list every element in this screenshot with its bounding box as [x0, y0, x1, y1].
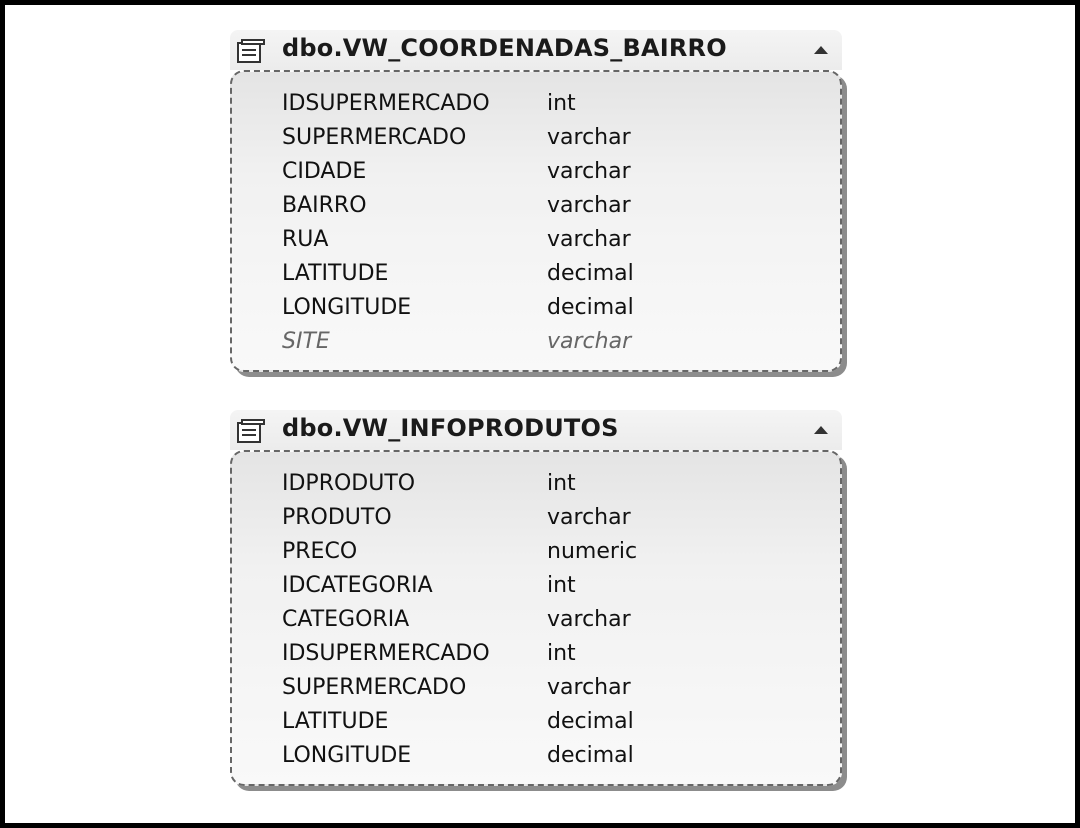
column-type: varchar — [547, 606, 631, 632]
column-name: SUPERMERCADO — [282, 674, 467, 700]
column-name: LONGITUDE — [282, 294, 412, 320]
column-type: varchar — [547, 328, 632, 354]
column-type: int — [547, 90, 576, 116]
column-name: CIDADE — [282, 158, 367, 184]
column-name: PRECO — [282, 538, 358, 564]
column-row[interactable]: CATEGORIA varchar — [232, 602, 840, 636]
column-type: varchar — [547, 158, 631, 184]
column-type: int — [547, 470, 576, 496]
column-row[interactable]: PRODUTO varchar — [232, 500, 840, 534]
view-card-coordenadas-bairro[interactable]: dbo.VW_COORDENADAS_BAIRRO IDSUPERMERCADO… — [230, 30, 842, 372]
column-list: IDPRODUTO int PRODUTO varchar PRECO numeric… — [230, 450, 842, 786]
column-row[interactable]: IDCATEGORIA int — [232, 568, 840, 602]
column-row[interactable]: BAIRRO varchar — [232, 188, 840, 222]
column-type: decimal — [547, 260, 634, 286]
column-row[interactable]: SUPERMERCADO varchar — [232, 670, 840, 704]
column-row-nullable[interactable]: SITE varchar — [232, 324, 840, 358]
column-name: RUA — [282, 226, 329, 252]
column-name: SUPERMERCADO — [282, 124, 467, 150]
column-row[interactable]: LONGITUDE decimal — [232, 738, 840, 772]
collapse-arrow-icon[interactable] — [814, 426, 828, 434]
view-title: dbo.VW_COORDENADAS_BAIRRO — [282, 34, 727, 62]
column-type: numeric — [547, 538, 638, 564]
column-type: int — [547, 640, 576, 666]
column-type: varchar — [547, 674, 631, 700]
column-name: LONGITUDE — [282, 742, 412, 768]
column-type: int — [547, 572, 576, 598]
column-row[interactable]: IDSUPERMERCADO int — [232, 636, 840, 670]
column-type: decimal — [547, 742, 634, 768]
column-name: SITE — [282, 328, 330, 354]
view-header[interactable]: dbo.VW_INFOPRODUTOS — [230, 410, 842, 450]
column-name: IDSUPERMERCADO — [282, 640, 490, 666]
column-name: IDPRODUTO — [282, 470, 416, 496]
column-row[interactable]: LATITUDE decimal — [232, 256, 840, 290]
column-row[interactable]: IDSUPERMERCADO int — [232, 86, 840, 120]
column-row[interactable]: CIDADE varchar — [232, 154, 840, 188]
column-type: decimal — [547, 708, 634, 734]
column-name: PRODUTO — [282, 504, 392, 530]
column-row[interactable]: SUPERMERCADO varchar — [232, 120, 840, 154]
view-card-infoprodutos[interactable]: dbo.VW_INFOPRODUTOS IDPRODUTO int PRODUTO… — [230, 410, 842, 786]
column-row[interactable]: LATITUDE decimal — [232, 704, 840, 738]
column-row[interactable]: PRECO numeric — [232, 534, 840, 568]
table-view-icon — [237, 39, 265, 63]
column-row[interactable]: IDPRODUTO int — [232, 466, 840, 500]
column-type: varchar — [547, 192, 631, 218]
column-type: varchar — [547, 504, 631, 530]
table-view-icon — [237, 419, 265, 443]
view-header[interactable]: dbo.VW_COORDENADAS_BAIRRO — [230, 30, 842, 70]
column-type: decimal — [547, 294, 634, 320]
view-title: dbo.VW_INFOPRODUTOS — [282, 414, 619, 442]
column-name: IDCATEGORIA — [282, 572, 433, 598]
column-row[interactable]: LONGITUDE decimal — [232, 290, 840, 324]
collapse-arrow-icon[interactable] — [814, 46, 828, 54]
column-type: varchar — [547, 124, 631, 150]
column-list: IDSUPERMERCADO int SUPERMERCADO varchar CI… — [230, 70, 842, 372]
column-row[interactable]: RUA varchar — [232, 222, 840, 256]
column-name: BAIRRO — [282, 192, 367, 218]
column-type: varchar — [547, 226, 631, 252]
column-name: LATITUDE — [282, 260, 389, 286]
column-name: IDSUPERMERCADO — [282, 90, 490, 116]
column-name: CATEGORIA — [282, 606, 410, 632]
column-name: LATITUDE — [282, 708, 389, 734]
